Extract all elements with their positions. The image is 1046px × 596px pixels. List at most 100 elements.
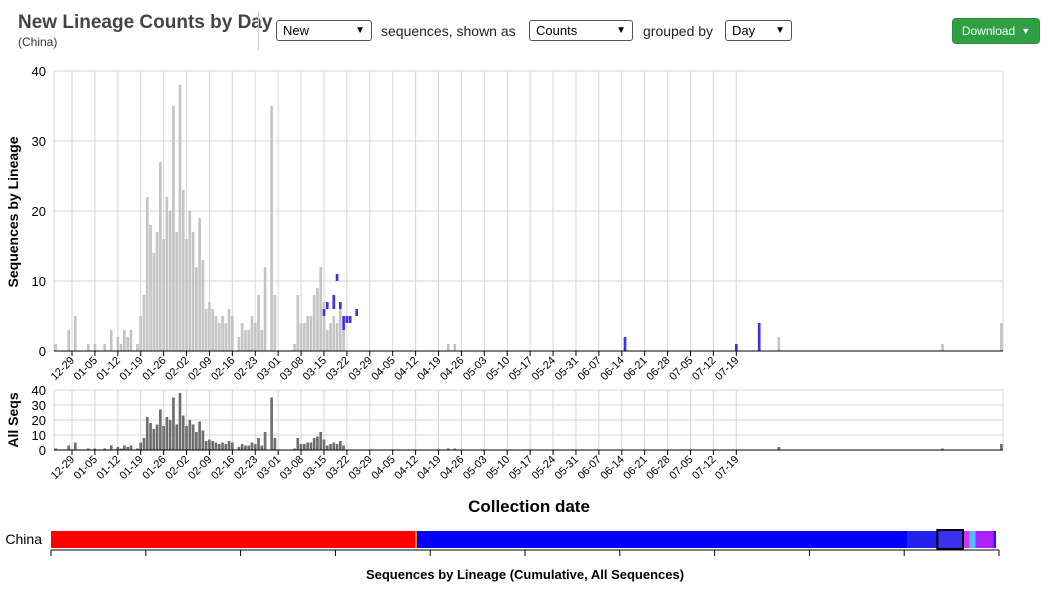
lineage-highlight-bar <box>348 316 352 323</box>
bar <box>244 330 247 351</box>
bar <box>155 232 159 351</box>
bar <box>73 442 77 450</box>
bar <box>247 445 251 450</box>
bar <box>217 444 221 450</box>
x-tick-label: 02-09 <box>186 454 214 482</box>
x-tick-label: 03-01 <box>255 454 283 482</box>
x-tick-label: 01-12 <box>95 355 123 383</box>
y-tick-label: 30 <box>32 134 46 149</box>
x-tick-label: 04-05 <box>369 454 397 482</box>
bar <box>159 409 162 450</box>
bar <box>119 448 123 450</box>
x-tick-label: 07-05 <box>667 355 695 383</box>
bar <box>293 448 296 450</box>
bar <box>342 330 345 351</box>
bar <box>165 197 169 351</box>
x-tick-label: 05-24 <box>530 355 558 383</box>
bar <box>172 106 175 351</box>
bar <box>181 415 185 450</box>
x-tick-label: 01-12 <box>95 454 123 482</box>
bar <box>342 445 345 450</box>
bar <box>303 444 306 450</box>
bar <box>201 430 205 450</box>
bar <box>224 444 228 450</box>
mode-select[interactable]: New ▼ <box>276 20 372 41</box>
display-select-value: Counts <box>536 23 578 38</box>
x-tick-label: 06-07 <box>576 454 604 482</box>
x-tick-label: 07-19 <box>713 454 741 482</box>
bar <box>260 330 264 351</box>
x-tick-label: 06-14 <box>599 454 627 482</box>
x-tick-label: 03-08 <box>278 355 306 383</box>
x-tick-label: 03-22 <box>324 454 352 482</box>
bar <box>67 330 71 351</box>
chart-title: New Lineage Counts by Day <box>18 12 273 33</box>
bar <box>247 330 251 351</box>
bar <box>453 448 457 450</box>
y-tick-label: 10 <box>32 428 46 443</box>
bar <box>322 439 326 450</box>
lineage-segment <box>962 531 970 548</box>
x-tick-label: 02-16 <box>209 454 237 482</box>
bar <box>126 337 129 351</box>
lineage-chart-panel: 01020304012-2901-0501-1201-1901-2602-020… <box>32 64 1004 383</box>
download-button[interactable]: Download ▼ <box>952 18 1040 44</box>
bar <box>198 421 201 450</box>
bar <box>273 438 277 450</box>
display-select[interactable]: Counts ▼ <box>529 20 633 41</box>
cumulative-lineage-bar <box>50 529 1000 556</box>
sequences-shown-as-label: sequences, shown as <box>381 23 516 39</box>
x-tick-label: 04-26 <box>438 355 466 383</box>
bar <box>172 397 175 450</box>
x-tick-label: 03-08 <box>278 454 306 482</box>
x-tick-label: 07-05 <box>667 454 695 482</box>
y-tick-label: 10 <box>32 274 46 289</box>
bar <box>244 445 247 450</box>
bar <box>87 344 90 351</box>
bar <box>309 442 313 450</box>
y-tick-label: 40 <box>32 64 46 79</box>
bar <box>329 323 332 351</box>
x-tick-label: 03-15 <box>301 454 329 482</box>
bar <box>332 442 336 450</box>
country-label: China <box>5 531 42 547</box>
bar <box>211 309 215 351</box>
bar <box>54 448 57 450</box>
bar <box>319 267 323 351</box>
bar <box>93 448 97 450</box>
bar <box>165 417 169 450</box>
bar <box>73 316 77 351</box>
bar <box>109 445 113 450</box>
bar <box>126 447 129 450</box>
lineage-segment <box>907 531 938 548</box>
all-seqs-chart-panel: 01020304012-2901-0501-1201-1901-2602-020… <box>32 383 1004 482</box>
lineage-highlight-bar <box>335 274 339 281</box>
chart-subtitle: (China) <box>18 35 58 49</box>
lineage-segment <box>969 531 976 548</box>
bar <box>139 316 143 351</box>
y-tick-label: 40 <box>32 383 46 398</box>
x-tick-label: 05-10 <box>484 355 512 383</box>
bar <box>175 424 179 450</box>
bar <box>214 442 218 450</box>
bar <box>224 323 228 351</box>
bar <box>195 432 198 450</box>
bar <box>178 393 182 450</box>
bar <box>109 330 113 351</box>
x-tick-label: 01-26 <box>140 355 168 383</box>
y-axis-label: Sequences by Lineage <box>5 136 21 287</box>
group-select[interactable]: Day ▼ <box>725 20 792 41</box>
bar <box>136 344 139 351</box>
x-tick-label: 05-03 <box>461 454 489 482</box>
x-tick-label: 04-12 <box>392 355 420 383</box>
lineage-highlight-bar <box>623 337 627 351</box>
x-tick-label: 06-21 <box>621 454 649 482</box>
x-tick-label: 01-05 <box>72 454 100 482</box>
bar <box>67 445 71 450</box>
lineage-segment <box>975 531 994 548</box>
bar <box>273 295 277 351</box>
bar <box>214 316 218 351</box>
x-tick-label: 12-29 <box>49 355 77 383</box>
x-tick-label: 01-19 <box>117 355 145 383</box>
bar <box>446 344 450 351</box>
